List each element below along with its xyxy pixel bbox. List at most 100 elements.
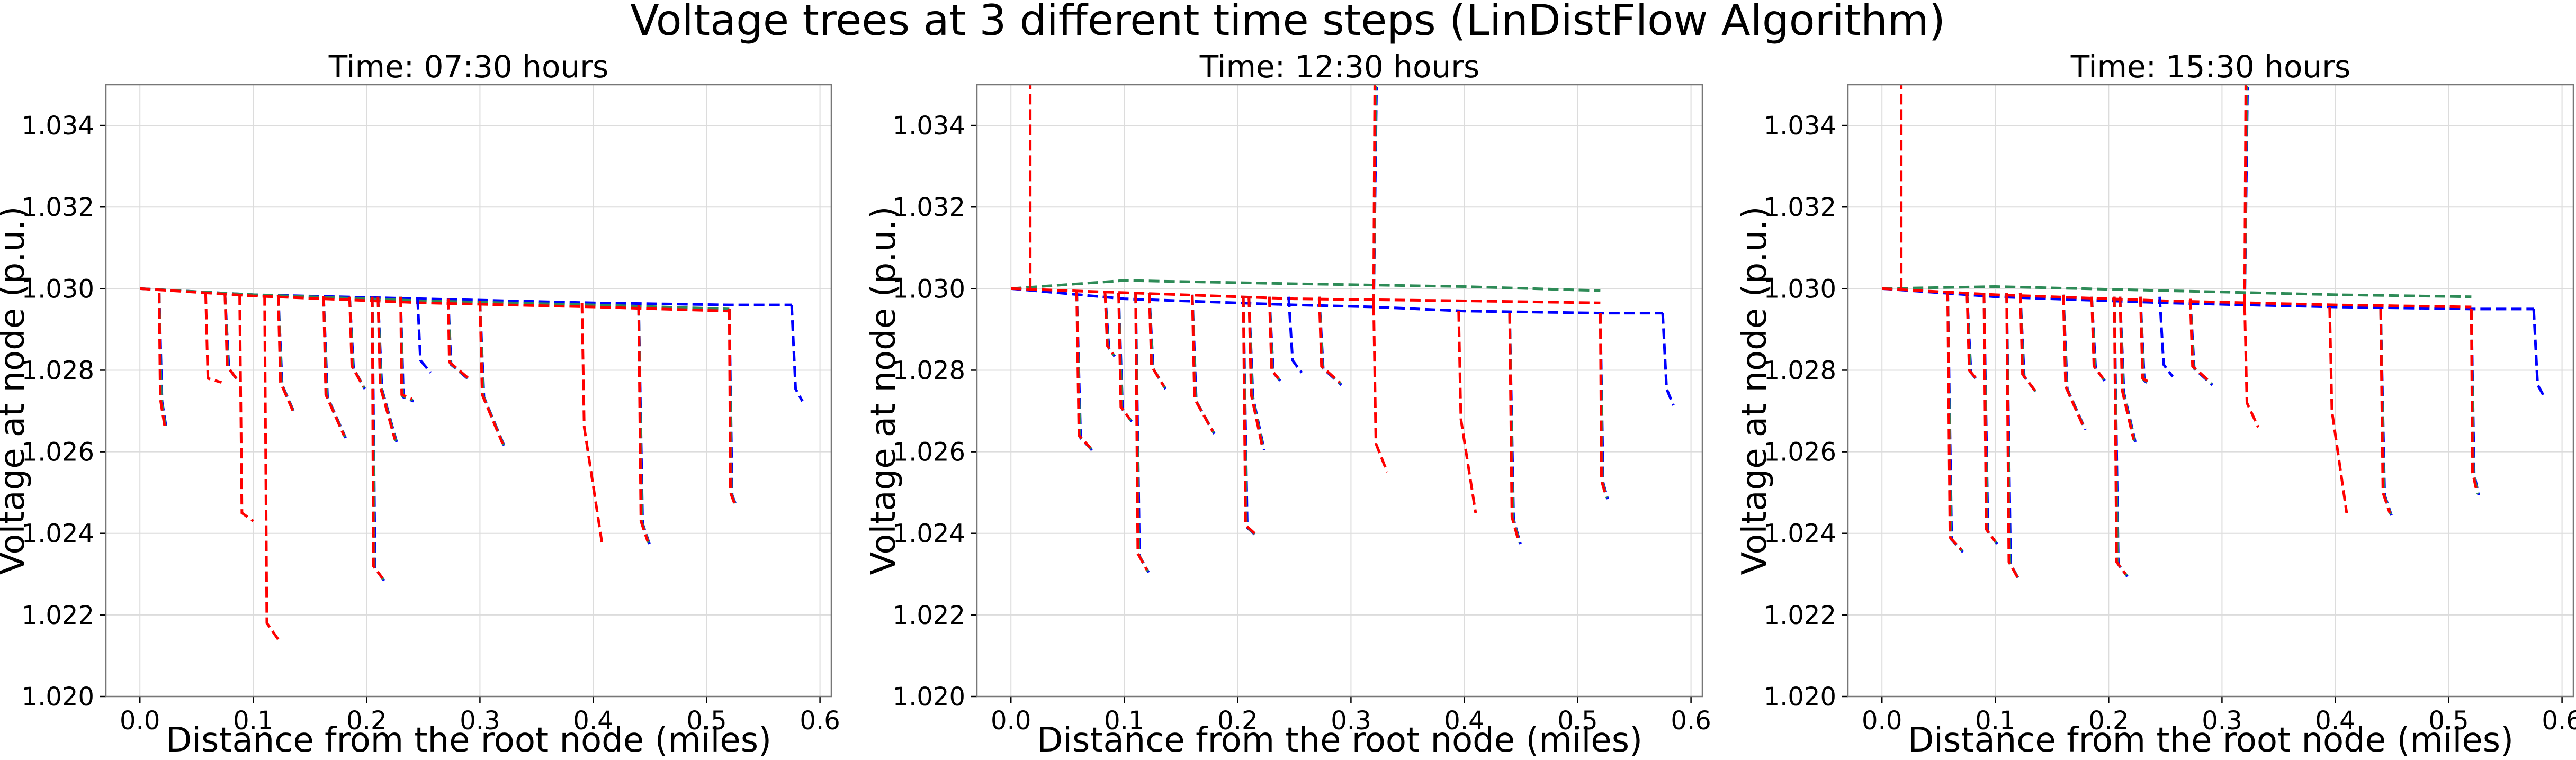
figure-suptitle: Voltage trees at 3 different time steps … — [630, 0, 1945, 45]
branch-line-phase-a — [1317, 296, 1342, 386]
branch-line-phase-a — [2188, 298, 2213, 386]
y-tick-label: 1.022 — [22, 601, 94, 630]
y-tick-label: 1.026 — [1764, 438, 1836, 467]
y-tick-label: 1.034 — [22, 111, 94, 141]
branch-line-phase-c — [2090, 296, 2104, 379]
y-tick-label: 1.032 — [893, 193, 965, 222]
y-tick-label: 1.034 — [1764, 111, 1836, 141]
y-axis-label: Voltage at node (p.u.) — [1735, 206, 1774, 575]
x-tick-label: 0.6 — [1671, 706, 1711, 736]
branch-line-phase-c — [2119, 296, 2135, 440]
branch-line-phase-a — [2139, 296, 2152, 386]
branch-line-phase-c — [1268, 296, 1280, 379]
branch-line-phase-c — [376, 296, 397, 440]
branch-line-phase-b — [322, 296, 346, 438]
branch-line-phase-c — [1117, 292, 1131, 420]
branch-line-phase-c — [2328, 306, 2348, 513]
trunk-line-phase-c — [1011, 287, 1601, 304]
branch-line-phase-c — [204, 293, 222, 384]
branch-line-phase-b — [1191, 294, 1215, 433]
branch-line-phase-c — [580, 303, 604, 546]
panel-title: Time: 15:30 hours — [2070, 49, 2351, 85]
branch-line-phase-b — [1965, 292, 1978, 381]
branch-line-phase-c — [2113, 296, 2127, 575]
plot-frame — [976, 84, 1703, 698]
x-tick-label: 0.2 — [346, 706, 387, 736]
x-axis-label: Distance from the root node (miles) — [166, 721, 771, 760]
y-tick-label: 1.032 — [1764, 193, 1836, 222]
x-tick-label: 0.2 — [1217, 706, 1258, 736]
branch-line-phase-c — [2470, 309, 2479, 493]
branch-line-phase-c — [1191, 294, 1214, 432]
y-tick-label: 1.022 — [893, 601, 965, 630]
branch-line-phase-a — [1247, 296, 1266, 451]
series-group — [140, 287, 804, 640]
branch-line-phase-c — [2139, 296, 2150, 384]
branch-line-phase-c — [1134, 293, 1148, 571]
y-tick-label: 1.020 — [22, 682, 94, 712]
branch-line-phase-c — [263, 295, 280, 640]
series-group — [1010, 85, 1675, 573]
branch-line-phase-c — [238, 294, 254, 522]
x-tick-label: 0.1 — [233, 706, 273, 736]
chart-panel-1: 1.020 1.022 1.024 1.026 1.028 1.030 1.032 1.034… — [0, 49, 840, 760]
chart-panel-2: 1.020 1.022 1.024 1.026 1.028 1.030 1.032 1.034… — [864, 49, 1711, 760]
branch-line-phase-c — [348, 296, 365, 387]
y-tick-label: 1.024 — [893, 519, 965, 549]
branch-line-phase-c — [1147, 292, 1165, 387]
branch-line-phase-b — [446, 298, 471, 381]
branch-line-phase-a — [2090, 296, 2106, 382]
y-tick-label: 1.030 — [893, 274, 965, 304]
plot-frame — [1847, 84, 2574, 698]
branch-line-phase-c — [371, 296, 384, 579]
branch-line-phase-c — [1372, 85, 1376, 305]
x-tick-label: 0.5 — [2428, 706, 2469, 736]
x-tick-label: 0.4 — [573, 706, 613, 736]
x-tick-label: 0.4 — [2315, 706, 2355, 736]
y-tick-label: 1.024 — [22, 519, 94, 549]
x-tick-label: 0.4 — [1444, 706, 1484, 736]
branch-line-phase-a — [416, 298, 432, 374]
x-tick-label: 0.0 — [991, 706, 1031, 736]
series-group — [1882, 85, 2546, 582]
branch-line-phase-c — [1599, 313, 1608, 497]
branch-line-phase-c — [1317, 296, 1341, 384]
y-tick-label: 1.020 — [893, 682, 965, 712]
branch-line-phase-c — [1457, 311, 1477, 513]
branch-line-phase-c — [1508, 313, 1520, 542]
branch-line-phase-a — [2532, 309, 2546, 398]
branch-line-phase-c — [478, 301, 504, 445]
branch-line-phase-c — [1242, 296, 1256, 535]
branch-line-phase-c — [158, 293, 166, 428]
x-tick-label: 0.6 — [2542, 706, 2576, 736]
y-tick-label: 1.034 — [893, 111, 965, 141]
y-tick-label: 1.028 — [1764, 356, 1836, 385]
y-tick-label: 1.026 — [22, 438, 94, 467]
branch-line-phase-c — [322, 296, 345, 436]
x-axis-label: Distance from the root node (miles) — [1908, 721, 2514, 760]
branch-line-phase-a — [223, 294, 239, 382]
branch-line-phase-c — [2243, 85, 2247, 305]
branch-line-phase-c — [2188, 298, 2212, 384]
branch-line-phase-a — [1661, 313, 1675, 406]
x-tick-label: 0.5 — [686, 706, 726, 736]
y-tick-label: 1.020 — [1764, 682, 1836, 712]
branch-line-phase-a — [1287, 296, 1303, 374]
x-tick-label: 0.5 — [1557, 706, 1597, 736]
branch-line-phase-c — [446, 298, 470, 379]
x-tick-label: 0.3 — [1331, 706, 1371, 736]
branch-line-phase-b — [376, 296, 397, 441]
y-tick-label: 1.030 — [22, 274, 94, 304]
branch-line-phase-c — [1982, 293, 1997, 542]
branch-line-phase-c — [223, 294, 238, 379]
x-tick-label: 0.6 — [800, 706, 840, 736]
x-tick-label: 0.2 — [2088, 706, 2129, 736]
y-tick-label: 1.022 — [1764, 601, 1836, 630]
y-tick-label: 1.026 — [893, 438, 965, 467]
branch-line-phase-a — [376, 296, 398, 442]
x-tick-label: 0.0 — [1862, 706, 1902, 736]
x-axis-label: Distance from the root node (miles) — [1037, 721, 1642, 760]
x-tick-label: 0.0 — [120, 706, 160, 736]
chart-panel-3: 1.020 1.022 1.024 1.026 1.028 1.030 1.032 1.034… — [1735, 49, 2576, 760]
y-axis-label: Voltage at node (p.u.) — [864, 206, 903, 575]
